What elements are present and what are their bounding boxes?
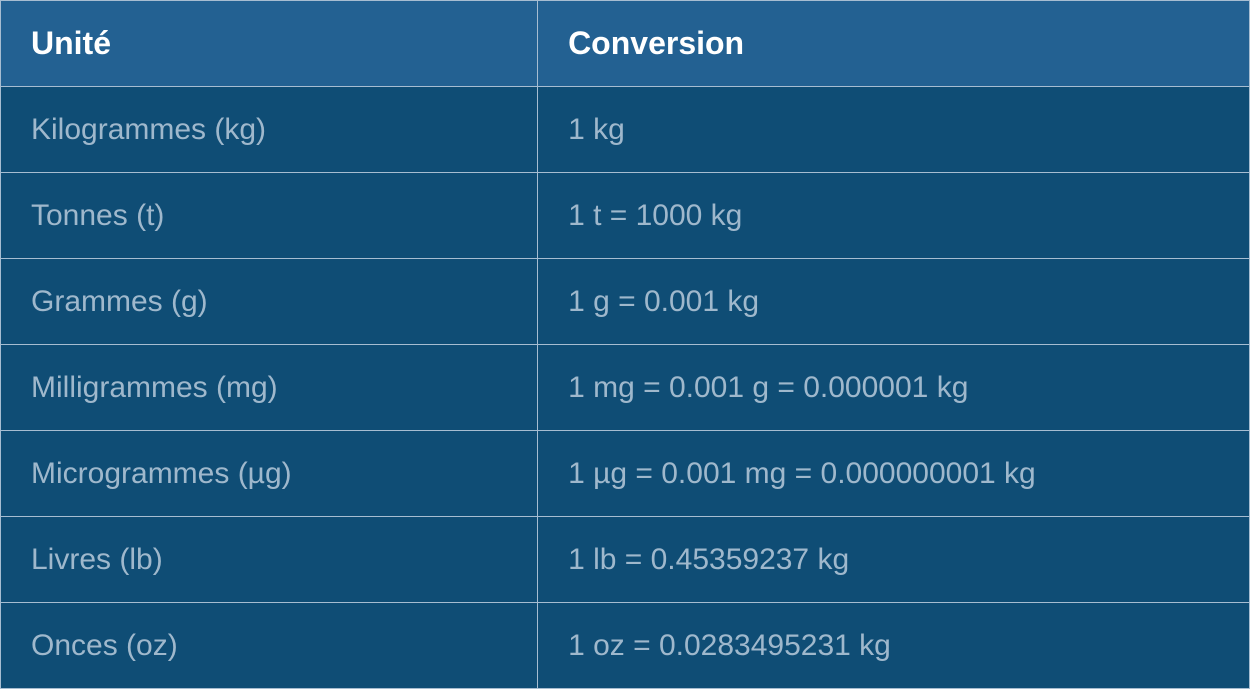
table-row: Grammes (g) 1 g = 0.001 kg	[1, 259, 1250, 345]
cell-conversion: 1 µg = 0.001 mg = 0.000000001 kg	[538, 431, 1250, 517]
table-row: Milligrammes (mg) 1 mg = 0.001 g = 0.000…	[1, 345, 1250, 431]
cell-conversion: 1 kg	[538, 87, 1250, 173]
column-header-unit: Unité	[1, 1, 538, 87]
column-header-conversion: Conversion	[538, 1, 1250, 87]
conversion-table: Unité Conversion Kilogrammes (kg) 1 kg T…	[0, 0, 1250, 689]
cell-unit: Onces (oz)	[1, 603, 538, 689]
table-row: Microgrammes (µg) 1 µg = 0.001 mg = 0.00…	[1, 431, 1250, 517]
cell-unit: Livres (lb)	[1, 517, 538, 603]
table-row: Kilogrammes (kg) 1 kg	[1, 87, 1250, 173]
table-row: Tonnes (t) 1 t = 1000 kg	[1, 173, 1250, 259]
cell-unit: Tonnes (t)	[1, 173, 538, 259]
table-row: Livres (lb) 1 lb = 0.45359237 kg	[1, 517, 1250, 603]
cell-conversion: 1 lb = 0.45359237 kg	[538, 517, 1250, 603]
cell-unit: Microgrammes (µg)	[1, 431, 538, 517]
cell-unit: Milligrammes (mg)	[1, 345, 538, 431]
cell-conversion: 1 oz = 0.0283495231 kg	[538, 603, 1250, 689]
table-header-row: Unité Conversion	[1, 1, 1250, 87]
cell-conversion: 1 t = 1000 kg	[538, 173, 1250, 259]
table-row: Onces (oz) 1 oz = 0.0283495231 kg	[1, 603, 1250, 689]
cell-conversion: 1 g = 0.001 kg	[538, 259, 1250, 345]
cell-unit: Grammes (g)	[1, 259, 538, 345]
cell-unit: Kilogrammes (kg)	[1, 87, 538, 173]
cell-conversion: 1 mg = 0.001 g = 0.000001 kg	[538, 345, 1250, 431]
